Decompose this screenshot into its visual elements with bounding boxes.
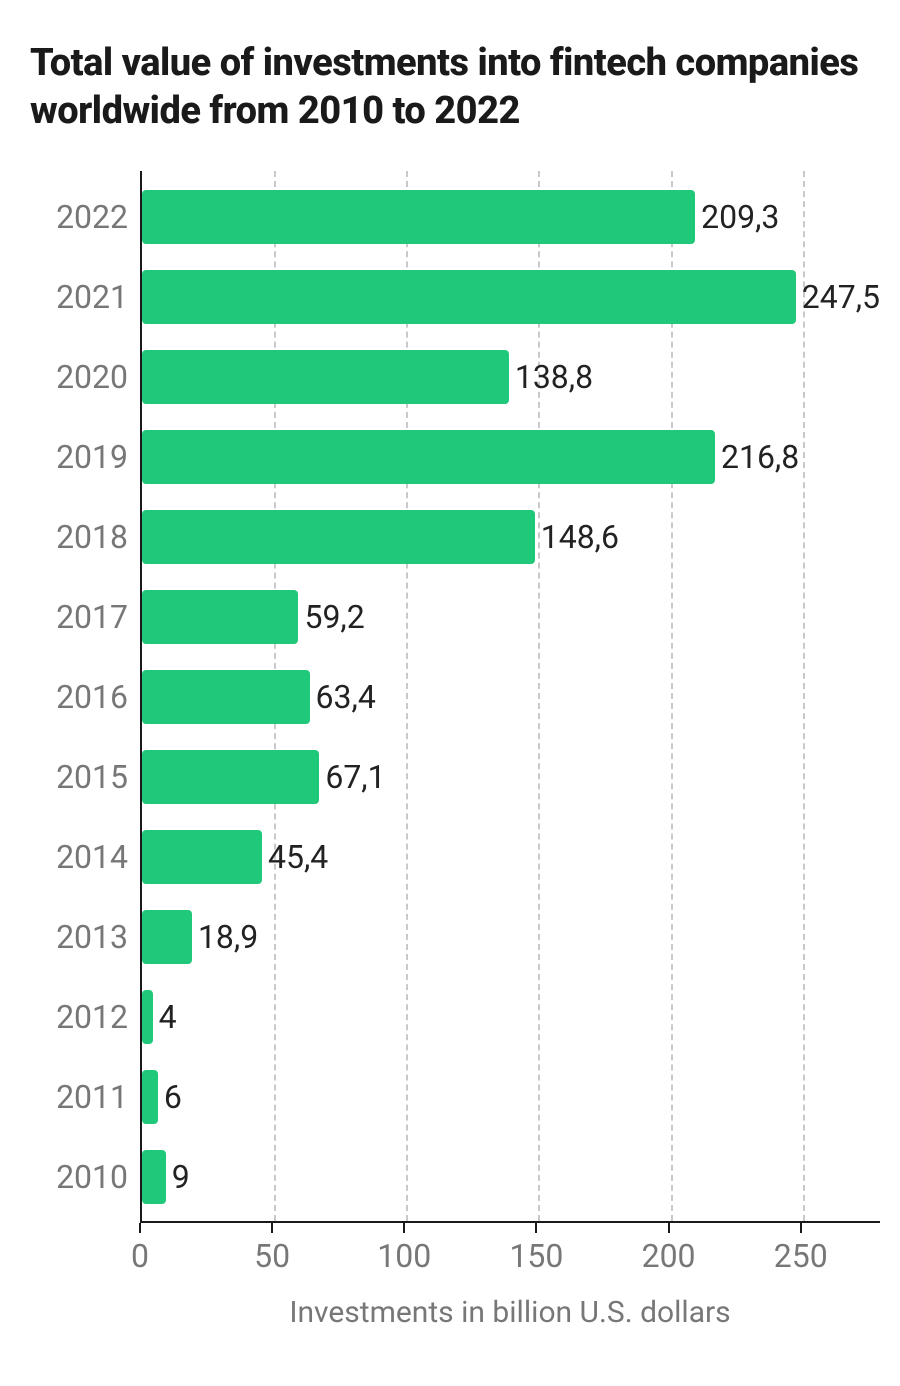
bar [142, 830, 262, 884]
y-axis-label: 2011 [56, 1078, 128, 1116]
y-axis-label: 2020 [56, 358, 128, 396]
y-axis-label: 2013 [56, 918, 128, 956]
y-axis-labels: 2022 2021 2020 2019 2018 2017 2016 2015 2014 2013… [30, 171, 128, 1223]
bar-row: 138,8 [142, 337, 880, 417]
bar-value-label: 45,4 [268, 838, 328, 876]
bar-row: 6 [142, 1057, 880, 1137]
y-axis-label: 2016 [56, 678, 128, 716]
x-tick [403, 1223, 405, 1233]
bar [142, 990, 153, 1044]
y-axis-label: 2014 [56, 838, 128, 876]
x-tick [535, 1223, 537, 1233]
y-axis-label: 2022 [56, 198, 128, 236]
y-axis-label: 2019 [56, 438, 128, 476]
bar [142, 750, 319, 804]
chart-title: Total value of investments into fintech … [30, 40, 870, 135]
plot-area: 209,3 247,5 138,8 216,8 148,6 59,2 63,4 67,1 45,… [140, 171, 880, 1223]
x-axis-ticks: 050100150200250 [140, 1223, 880, 1279]
x-tick [271, 1223, 273, 1233]
x-tick [800, 1223, 802, 1233]
bar [142, 430, 715, 484]
chart-page: Total value of investments into fintech … [0, 0, 900, 1386]
x-tick-label: 200 [642, 1237, 696, 1275]
bar-row: 4 [142, 977, 880, 1057]
bar-value-label: 138,8 [515, 358, 593, 396]
bar-row: 148,6 [142, 497, 880, 577]
bar [142, 270, 796, 324]
bar-row: 59,2 [142, 577, 880, 657]
bar-row: 63,4 [142, 657, 880, 737]
bar-row: 209,3 [142, 177, 880, 257]
bar-value-label: 247,5 [802, 278, 880, 316]
y-axis-label: 2018 [56, 518, 128, 556]
x-tick [139, 1223, 141, 1233]
bar-row: 9 [142, 1137, 880, 1217]
bar [142, 350, 509, 404]
bar-row: 45,4 [142, 817, 880, 897]
bars-container: 209,3 247,5 138,8 216,8 148,6 59,2 63,4 67,1 45,… [142, 171, 880, 1223]
x-tick [668, 1223, 670, 1233]
bar-value-label: 59,2 [304, 598, 364, 636]
x-tick-label: 150 [509, 1237, 563, 1275]
bar-value-label: 148,6 [541, 518, 619, 556]
bar-value-label: 6 [164, 1078, 182, 1116]
y-axis-label: 2015 [56, 758, 128, 796]
x-tick-label: 50 [254, 1237, 290, 1275]
bar-value-label: 67,1 [325, 758, 385, 796]
bar [142, 670, 310, 724]
bar-row: 216,8 [142, 417, 880, 497]
y-axis-label: 2021 [56, 278, 128, 316]
bar [142, 190, 695, 244]
y-axis-label: 2017 [56, 598, 128, 636]
bar-value-label: 209,3 [701, 198, 779, 236]
x-tick-label: 100 [377, 1237, 431, 1275]
bar-value-label: 4 [159, 998, 177, 1036]
x-axis-title: Investments in billion U.S. dollars [140, 1295, 880, 1330]
bar-value-label: 18,9 [198, 918, 258, 956]
bar [142, 1150, 166, 1204]
bar-value-label: 9 [172, 1158, 190, 1196]
chart-area: 2022 2021 2020 2019 2018 2017 2016 2015 2014 2013… [30, 171, 870, 1330]
bar-row: 67,1 [142, 737, 880, 817]
x-tick-label: 250 [774, 1237, 828, 1275]
bar-value-label: 63,4 [316, 678, 376, 716]
bar [142, 910, 192, 964]
bar-value-label: 216,8 [721, 438, 799, 476]
bar [142, 1070, 158, 1124]
bar [142, 510, 535, 564]
bar [142, 590, 298, 644]
x-tick-label: 0 [131, 1237, 149, 1275]
y-axis-label: 2012 [56, 998, 128, 1036]
bar-row: 18,9 [142, 897, 880, 977]
y-axis-label: 2010 [56, 1158, 128, 1196]
bar-row: 247,5 [142, 257, 880, 337]
